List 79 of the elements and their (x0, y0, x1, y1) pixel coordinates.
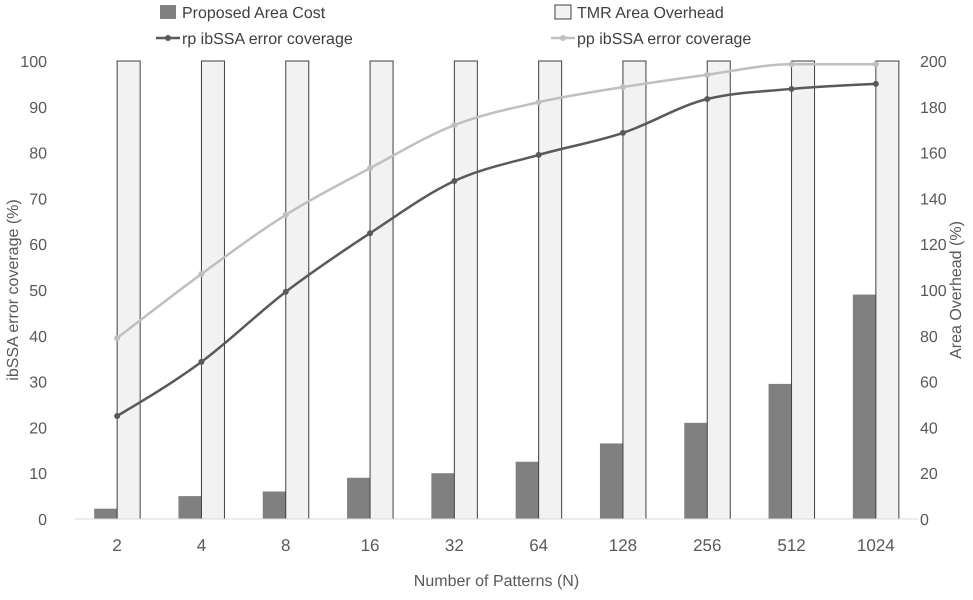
point (872, 80, 879, 87)
bar (116, 60, 141, 520)
x-tick-label: 8 (281, 536, 290, 555)
bar (200, 60, 225, 520)
y2-tick-label: 180 (920, 100, 947, 117)
x-tick-label: 64 (529, 536, 548, 555)
point (114, 335, 120, 342)
y2-tick-label: 40 (920, 420, 938, 438)
x-tick-label: 16 (360, 536, 380, 555)
x-tick-label: 2 (112, 536, 122, 555)
bar (178, 496, 202, 519)
bar (94, 508, 118, 519)
point (872, 61, 879, 68)
y-tick-label: 20 (29, 420, 48, 438)
bar (706, 60, 731, 520)
bar (262, 492, 286, 519)
x-tick-label: 32 (444, 536, 464, 555)
x-tick-label: 128 (608, 536, 638, 555)
point (704, 72, 710, 78)
y2-tick-label: 160 (920, 146, 947, 163)
bar (768, 384, 792, 519)
y2-tick-label: 20 (920, 466, 938, 484)
point (367, 165, 374, 172)
y-tick-label: 60 (29, 237, 48, 254)
point (114, 412, 120, 419)
x-tick-label: 512 (777, 536, 806, 555)
point (282, 212, 289, 218)
bar (431, 473, 454, 519)
point (282, 288, 289, 295)
bar (454, 60, 478, 520)
y2-tick-label: 60 (920, 374, 938, 392)
point (198, 358, 204, 365)
y-tick-label: 80 (29, 146, 48, 163)
y-tick-label: 0 (38, 512, 48, 529)
point (620, 130, 626, 136)
point (536, 152, 542, 158)
x-tick-label: 4 (196, 536, 206, 555)
x-tick-label: 256 (693, 536, 722, 555)
y-tick-label: 30 (29, 374, 48, 392)
legend-label: pp ibSSA error coverage (577, 31, 752, 48)
point (536, 99, 542, 106)
point (451, 122, 458, 128)
bar (791, 60, 816, 520)
legend-label: rp ibSSA error coverage (182, 31, 353, 48)
bar (538, 60, 562, 520)
x-tick-label: 1024 (856, 536, 895, 555)
point (367, 230, 374, 236)
bar (285, 60, 310, 520)
y-tick-label: 40 (29, 328, 48, 346)
point (198, 270, 204, 277)
y2-tick-label: 120 (920, 237, 947, 254)
legend-label: Proposed Area Cost (182, 5, 326, 22)
legend-label: TMR Area Overhead (577, 5, 724, 22)
y2-tick-label: 140 (920, 191, 947, 208)
bar (684, 422, 708, 519)
y-tick-label: 90 (29, 100, 48, 117)
x-axis-title: Number of Patterns (N) (414, 573, 580, 590)
y2-tick-label: 200 (920, 54, 947, 71)
bar (347, 478, 370, 519)
bar (516, 462, 539, 519)
y-axis-title: ibSSA error coverage (%) (5, 199, 22, 381)
y-tick-label: 10 (29, 466, 48, 484)
bar (622, 60, 646, 520)
y2-axis-title: Area Overhead (%) (948, 221, 965, 359)
y-tick-label: 70 (29, 191, 48, 208)
bar (370, 60, 394, 520)
point (788, 61, 795, 68)
point (704, 96, 710, 102)
bar (852, 294, 876, 519)
y2-tick-label: 100 (920, 283, 947, 300)
point (620, 84, 626, 90)
point (788, 86, 795, 92)
y2-tick-label: 0 (920, 512, 929, 529)
bar (875, 60, 900, 520)
bar (600, 443, 623, 519)
y-tick-label: 50 (29, 283, 48, 300)
y2-tick-label: 80 (920, 328, 938, 346)
point (451, 178, 458, 184)
y-tick-label: 100 (20, 54, 48, 71)
